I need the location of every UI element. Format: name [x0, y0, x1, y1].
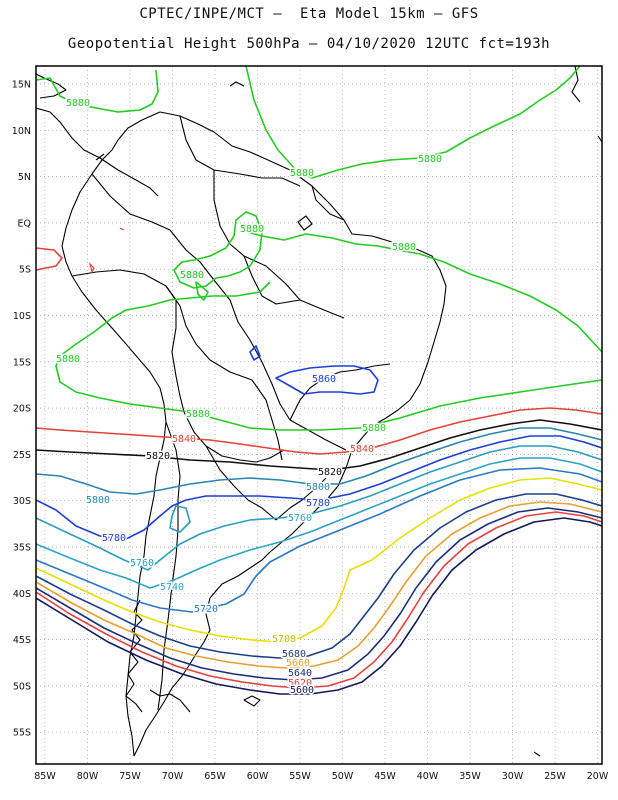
label-5780-b: 5780 — [306, 498, 330, 509]
contour-5860-a — [275, 365, 379, 395]
lon-tick-label: 65W — [204, 771, 226, 782]
contour-5800 — [36, 427, 602, 495]
contour-5620 — [36, 511, 602, 689]
longitude-axis: 85W 80W 75W 70W 65W 60W 55W 50W 45W 40W 35W 30W 25W 2… — [34, 771, 609, 782]
label-5760-a: 5760 — [130, 558, 154, 569]
label-5600: 5600 — [290, 685, 314, 696]
lat-tick-label: EQ — [18, 218, 31, 229]
label-5840-b: 5840 — [350, 444, 374, 455]
contour-5860-b — [249, 345, 261, 361]
lon-tick-label: 40W — [417, 771, 439, 782]
lat-tick-label: 10N — [12, 126, 31, 137]
lat-tick-label: 55S — [13, 728, 31, 739]
map-title: CPTEC/INPE/MCT – Eta Model 15km – GFS — [139, 6, 479, 22]
contour-5700 — [36, 477, 602, 643]
label-5740: 5740 — [160, 582, 184, 593]
lat-tick-label: 5S — [19, 265, 31, 276]
contour-5660 — [36, 501, 602, 669]
label-5840-a: 5840 — [172, 434, 196, 445]
lat-tick-label: 35S — [13, 543, 31, 554]
contour-5840 — [36, 407, 602, 455]
lon-tick-label: 35W — [459, 771, 481, 782]
label-5780-a: 5780 — [102, 533, 126, 544]
height-contours — [36, 66, 602, 695]
label-5880-g: 5880 — [56, 354, 80, 365]
lat-tick-label: 25S — [13, 450, 31, 461]
graticule — [36, 66, 602, 764]
contour-5880-f — [59, 281, 271, 357]
lat-tick-label: 45S — [13, 635, 31, 646]
lon-tick-label: 70W — [162, 771, 184, 782]
label-5720: 5720 — [194, 604, 218, 615]
contour-5880-a — [36, 69, 159, 113]
lat-tick-label: 20S — [13, 404, 31, 415]
contour-5600 — [36, 517, 602, 695]
lon-tick-label: 30W — [502, 771, 524, 782]
label-5860: 5860 — [312, 374, 336, 385]
label-5760-b: 5760 — [288, 513, 312, 524]
contour-5880-b — [245, 66, 581, 179]
lon-tick-label: 75W — [119, 771, 141, 782]
contour-5820 — [36, 419, 602, 471]
lon-tick-label: 55W — [289, 771, 311, 782]
lon-tick-label: 45W — [374, 771, 396, 782]
label-5880-i: 5880 — [362, 423, 386, 434]
label-5820-a: 5820 — [146, 451, 170, 462]
label-5880-e: 5880 — [392, 242, 416, 253]
label-5820-b: 5820 — [318, 467, 342, 478]
label-5660: 5660 — [286, 658, 310, 669]
label-5680: 5680 — [282, 649, 306, 660]
lon-tick-label: 85W — [34, 771, 56, 782]
label-5880-b: 5880 — [418, 154, 442, 165]
label-5700: 5700 — [272, 634, 296, 645]
lon-tick-label: 80W — [77, 771, 99, 782]
map-frame — [35, 65, 603, 765]
label-5620: 5620 — [288, 678, 312, 689]
lon-tick-label: 50W — [332, 771, 354, 782]
contour-5880-g — [195, 281, 209, 301]
label-5880-c: 5880 — [290, 168, 314, 179]
label-5880-a: 5880 — [66, 98, 90, 109]
contour-5880-d — [173, 211, 263, 289]
lat-tick-label: 10S — [13, 311, 31, 322]
contour-5880-c — [239, 229, 602, 353]
lat-tick-label: 5N — [18, 172, 31, 183]
label-5880-h: 5880 — [186, 409, 210, 420]
contour-5880-e — [55, 355, 602, 431]
lat-tick-label: 30S — [13, 496, 31, 507]
small-contours — [88, 227, 125, 274]
label-5800-a: 5800 — [86, 495, 110, 506]
lat-tick-label: 15S — [13, 357, 31, 368]
latitude-axis: 15N 10N 5N EQ 5S 10S 15S 20S 25S 30S 35S 40S 45S 50S 5… — [12, 80, 31, 739]
lat-tick-label: 40S — [13, 589, 31, 600]
lon-tick-label: 20W — [587, 771, 609, 782]
lat-tick-label: 15N — [12, 80, 31, 91]
label-5880-d: 5880 — [240, 224, 264, 235]
contour-5680 — [36, 493, 602, 659]
lat-tick-label: 50S — [13, 681, 31, 692]
map-subtitle: Geopotential Height 500hPa – 04/10/2020 … — [67, 36, 551, 52]
contour-5780 — [36, 435, 602, 541]
contour-5740 — [36, 457, 602, 589]
contour-5720 — [36, 467, 602, 613]
contour-5640 — [36, 507, 602, 681]
label-5800-b: 5800 — [306, 482, 330, 493]
contour-5780-b — [169, 505, 191, 533]
contour-labels: 5880 5880 5880 5880 5880 5880 5880 5880 … — [55, 97, 444, 698]
lon-tick-label: 60W — [247, 771, 269, 782]
label-5640: 5640 — [288, 668, 312, 679]
contour-5840-b — [36, 247, 63, 271]
contour-5760 — [36, 445, 602, 571]
label-5880-f: 5880 — [180, 270, 204, 281]
lon-tick-label: 25W — [544, 771, 566, 782]
